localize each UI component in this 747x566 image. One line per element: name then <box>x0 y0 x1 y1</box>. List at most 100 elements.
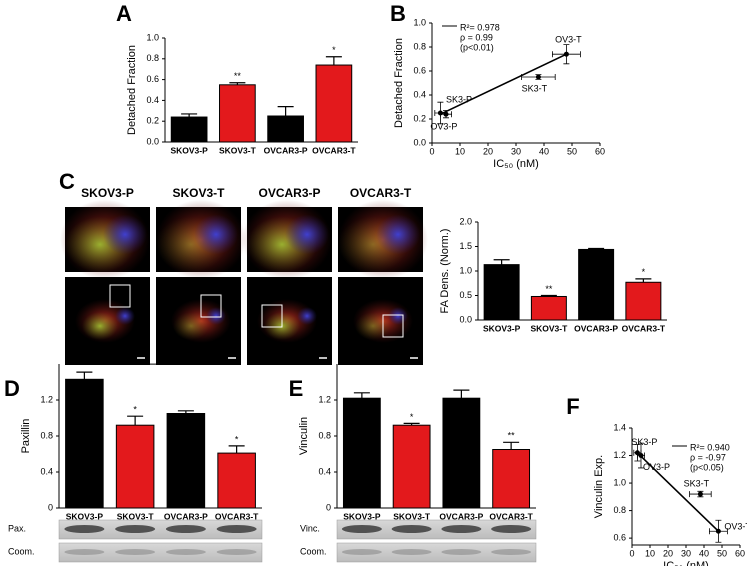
blot-band <box>165 549 206 555</box>
image-column-label: OVCAR3-P <box>258 186 320 200</box>
point-label: SK3-T <box>684 478 710 488</box>
bar <box>530 295 567 321</box>
stats-text: (p<0.05) <box>690 462 724 472</box>
y-tick-label: 0.8 <box>318 430 331 440</box>
point <box>638 453 644 459</box>
significance-label: * <box>133 405 137 415</box>
y-tick-label: 0.6 <box>613 532 626 542</box>
cell-nucleus <box>388 307 408 325</box>
bar <box>578 248 615 321</box>
cell-nucleus <box>285 214 329 255</box>
x-tick-label: SKOV3-P <box>170 145 208 155</box>
bar <box>219 84 256 143</box>
y-tick-label: 0.6 <box>146 74 159 84</box>
y-tick-label: 0.8 <box>413 41 426 51</box>
bar <box>315 64 353 143</box>
point-label: OV3-T <box>724 522 747 532</box>
x-tick-label: 50 <box>717 548 727 558</box>
y-tick-label: 1.2 <box>318 394 331 404</box>
cell-nucleus <box>206 307 226 325</box>
cell-adhesion <box>355 312 391 340</box>
inset-box <box>261 304 283 328</box>
blot-band <box>391 549 432 555</box>
y-tick-label: 0.0 <box>459 314 472 324</box>
x-tick-label: SKOV3-T <box>219 145 257 155</box>
point-label: OV3-P <box>430 121 457 131</box>
point <box>697 491 703 497</box>
cell-adhesion <box>82 312 118 340</box>
x-tick-label: OVCAR3-T <box>489 511 533 521</box>
blot-band <box>216 549 257 555</box>
error-bar <box>353 392 370 399</box>
panel-label: E <box>289 376 304 401</box>
error-bar <box>403 422 420 426</box>
blot-band <box>64 525 105 533</box>
bar <box>483 264 520 321</box>
x-tick-label: SKOV3-T <box>393 511 431 521</box>
stats-text: (p<0.01) <box>460 42 494 52</box>
x-tick-label: 50 <box>567 146 577 156</box>
image-column-label: OVCAR3-T <box>350 186 412 200</box>
x-tick-label: 0 <box>629 548 634 558</box>
x-tick-label: 10 <box>645 548 655 558</box>
y-tick-label: 0.4 <box>146 95 159 105</box>
error-bar <box>453 389 470 399</box>
y-tick-label: 1.2 <box>613 450 626 460</box>
point <box>563 51 569 57</box>
bar <box>267 115 304 143</box>
y-tick-label: 0.6 <box>413 65 426 75</box>
significance-label: * <box>235 434 239 444</box>
x-tick-label: SKOV3-P <box>66 511 104 521</box>
bar <box>170 116 208 143</box>
fit-line <box>636 452 719 532</box>
y-axis-title: Detached Fraction <box>126 45 138 135</box>
panel-label: C <box>59 169 75 194</box>
error-bar <box>127 415 144 426</box>
inset-box <box>109 284 131 308</box>
x-axis-title: IC₅₀ (nM) <box>663 560 709 566</box>
inset-box <box>200 294 222 318</box>
blot-label: Coom. <box>8 546 35 556</box>
point <box>715 528 721 534</box>
x-tick-label: 30 <box>511 146 521 156</box>
error-bar <box>76 371 93 380</box>
point-label: OV3-P <box>643 462 670 472</box>
y-tick-label: 1.4 <box>613 422 626 432</box>
blot-band <box>165 525 206 533</box>
bar <box>392 424 431 509</box>
x-tick-label: OVCAR3-P <box>264 145 308 155</box>
y-tick-label: 0.5 <box>459 290 472 300</box>
stats-text: ρ = -0.97 <box>690 452 726 462</box>
cell-nucleus <box>376 214 420 255</box>
significance-label: ** <box>132 352 140 362</box>
point-label: OV3-T <box>555 35 582 45</box>
stats-text: ρ = 0.99 <box>460 32 493 42</box>
error-bar <box>277 106 294 116</box>
significance-label: * <box>410 412 414 422</box>
blot-label: Coom. <box>300 546 327 556</box>
error-bar <box>229 82 246 85</box>
error-bar <box>493 259 510 265</box>
x-tick-label: SKOV3-T <box>530 323 568 333</box>
bar <box>625 281 662 321</box>
y-tick-label: 0.8 <box>613 505 626 515</box>
blot-band <box>216 525 257 533</box>
image-column-label: SKOV3-P <box>81 186 134 200</box>
significance-label: ** <box>234 71 242 81</box>
error-bar <box>503 441 520 450</box>
y-tick-label: 0.4 <box>413 89 426 99</box>
x-tick-label: 60 <box>595 146 605 156</box>
y-tick-label: 1.0 <box>146 32 159 42</box>
stats-text: R²= 0.940 <box>690 442 730 452</box>
y-tick-label: 0.2 <box>146 116 159 126</box>
x-tick-label: OVCAR3-T <box>215 511 259 521</box>
blot <box>336 542 537 563</box>
cell-nucleus <box>194 214 238 255</box>
blot-band <box>115 549 156 555</box>
error-bar <box>635 278 652 283</box>
bar <box>342 397 381 509</box>
significance-label: * <box>332 45 336 55</box>
blot-band <box>64 549 105 555</box>
bar <box>442 397 481 509</box>
y-tick-label: 1.0 <box>413 17 426 27</box>
